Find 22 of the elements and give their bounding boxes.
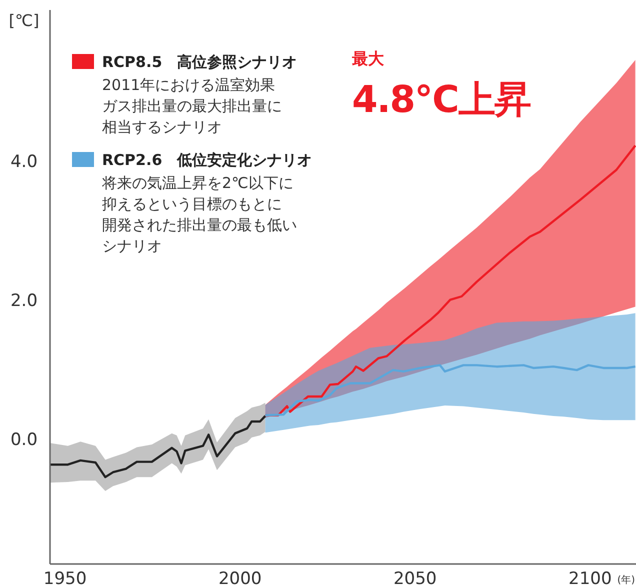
annotation: ガス排出量の最大排出量に — [102, 97, 282, 115]
x-tick-label: 2050 — [393, 569, 437, 587]
x-axis-title: (年) — [617, 574, 636, 586]
annotation: 2011年における温室効果 — [102, 76, 276, 94]
line-series — [50, 414, 266, 478]
annotation: シナリオ — [102, 237, 162, 255]
annotation: 抑えるという目標のもとに — [102, 195, 282, 213]
y-axis-title: [℃] — [8, 11, 40, 30]
y-tick-label: 0.0 — [10, 430, 38, 450]
y-tick-label: 2.0 — [10, 290, 38, 311]
x-tick-label: 2100 — [568, 569, 612, 587]
annotation: 開発された排出量の最も低い — [102, 216, 297, 234]
annotation: 4.8℃上昇 — [352, 78, 532, 121]
annotation: 将来の気温上昇を2℃以下に — [101, 174, 294, 192]
y-tick-label: 4.0 — [10, 152, 38, 172]
annotation: 相当するシナリオ — [102, 118, 222, 136]
legend-label: RCP2.6 低位安定化シナリオ — [102, 151, 312, 169]
legend-label: RCP8.5 高位参照シナリオ — [102, 53, 298, 71]
line-series — [264, 364, 636, 416]
x-tick-label: 1950 — [43, 569, 87, 587]
annotation: 最大 — [351, 49, 385, 68]
x-tick-label: 2000 — [218, 569, 262, 587]
